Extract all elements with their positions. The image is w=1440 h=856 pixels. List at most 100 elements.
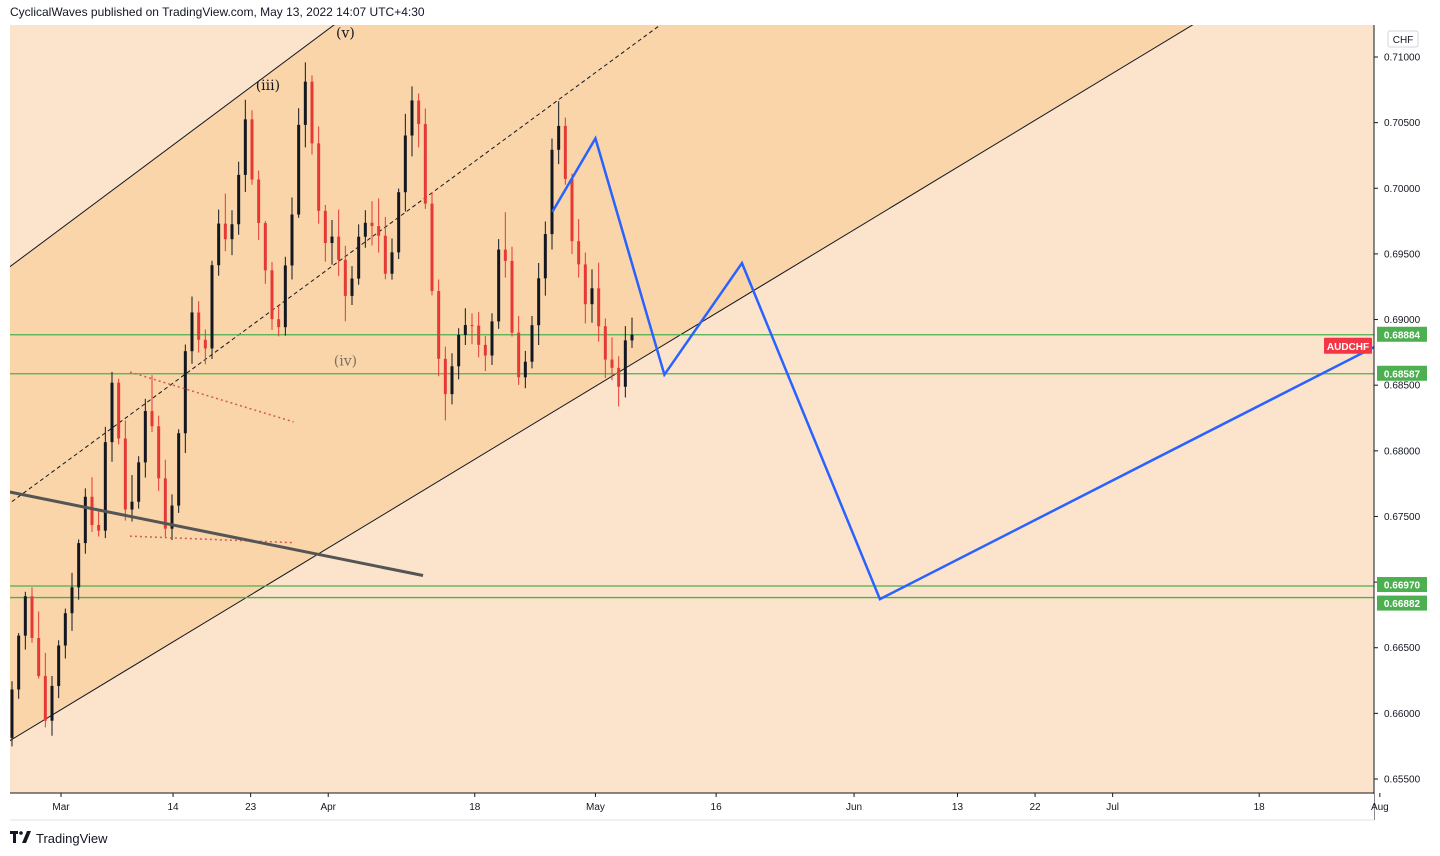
candle	[183, 344, 187, 454]
candle	[603, 318, 607, 378]
x-tick-label: 14	[167, 802, 179, 813]
candle	[110, 372, 114, 462]
symbol-label: AUDCHF	[1327, 342, 1369, 353]
candle	[250, 110, 254, 185]
candle	[557, 101, 561, 165]
candle	[130, 474, 134, 522]
candle	[443, 346, 447, 421]
trendline[interactable]	[1, 490, 424, 577]
candle	[57, 640, 61, 699]
candle	[470, 313, 474, 345]
candle	[223, 193, 227, 252]
candle	[143, 398, 147, 478]
candles	[10, 62, 634, 747]
currency-label: CHF	[1393, 35, 1414, 46]
candle	[210, 260, 214, 360]
x-tick-label: Jun	[846, 802, 862, 813]
price-level-label: 0.68884	[1384, 330, 1421, 341]
time-axis[interactable]	[10, 794, 1374, 820]
price-level-label: 0.66882	[1384, 599, 1421, 610]
candle	[83, 488, 87, 554]
candle	[330, 220, 334, 265]
candle	[490, 313, 494, 365]
candle	[190, 296, 194, 364]
candle	[117, 378, 121, 445]
wave-labels: (iii) (v) (iv)	[256, 25, 357, 369]
candle	[563, 117, 567, 185]
x-tick-label: 23	[245, 802, 257, 813]
y-tick-label: 0.70500	[1384, 118, 1421, 129]
publisher-header: CyclicalWaves published on TradingView.c…	[10, 5, 425, 19]
price-axis[interactable]	[1374, 25, 1440, 793]
candle	[63, 608, 67, 659]
candle	[430, 191, 434, 296]
candle	[483, 335, 487, 372]
x-tick-label: Aug	[1371, 802, 1389, 813]
candle	[383, 216, 387, 280]
wave-label: (v)	[336, 25, 355, 41]
candle	[523, 350, 527, 389]
candle	[277, 305, 281, 337]
candle	[23, 591, 27, 650]
candle	[197, 301, 201, 353]
candle	[437, 279, 441, 377]
candle	[337, 209, 341, 277]
candle	[10, 681, 14, 747]
candle	[283, 256, 287, 336]
candle	[477, 311, 481, 358]
channel-upper-line[interactable]	[1, 0, 423, 274]
currency-box	[1387, 30, 1419, 48]
x-tick-label: 22	[1029, 802, 1041, 813]
price-level-label: 0.66970	[1384, 581, 1421, 592]
candle	[123, 420, 127, 521]
candle	[343, 245, 347, 322]
candle	[583, 252, 587, 324]
candle	[370, 201, 374, 246]
candle	[157, 415, 161, 491]
price-level-tag: 0.68884	[1377, 326, 1427, 342]
y-tick-label: 0.69500	[1384, 249, 1421, 260]
candle	[90, 477, 94, 533]
x-tick-label: 13	[952, 802, 964, 813]
candle	[537, 262, 541, 346]
candle	[243, 99, 247, 192]
channel-middle-line[interactable]	[1, 0, 751, 510]
wave-projection[interactable]	[551, 135, 1440, 601]
candle	[290, 197, 294, 280]
y-tick-label: 0.68500	[1384, 381, 1421, 392]
y-tick-label: 0.71000	[1384, 53, 1421, 64]
candle	[50, 675, 54, 736]
footer-brand[interactable]: TradingView	[10, 828, 108, 848]
x-axis-ticks: Mar1423Apr18May16Jun1322Jul18Aug15	[52, 793, 1389, 813]
symbol-badge[interactable]: AUDCHF	[1324, 337, 1372, 354]
price-level-tag: 0.68587	[1377, 365, 1427, 381]
candle	[423, 108, 427, 209]
candle	[310, 75, 314, 155]
candle	[77, 539, 81, 600]
candle	[597, 262, 601, 342]
y-tick-label: 0.65500	[1384, 775, 1421, 786]
candle	[317, 126, 321, 224]
candle	[497, 239, 501, 329]
candle	[150, 375, 154, 433]
candle	[103, 426, 107, 539]
channel-lower-line[interactable]	[1, 0, 1303, 746]
candle	[363, 210, 367, 248]
y-axis-ticks: 0.71000 0.70500 0.70000 0.69500 0.69000 0.685…	[1374, 53, 1421, 786]
candle	[417, 93, 421, 148]
candle	[270, 262, 274, 330]
candle	[170, 494, 174, 540]
triangle-upper-line[interactable]	[129, 371, 294, 423]
candle	[577, 219, 581, 278]
y-tick-label: 0.68000	[1384, 446, 1421, 457]
triangle-lower-line[interactable]	[129, 535, 294, 544]
candle	[450, 353, 454, 405]
candle	[303, 62, 307, 148]
candle	[323, 204, 327, 262]
candle	[530, 316, 534, 369]
price-level-tags: 0.68884 0.68587 0.66970 0.66882	[1377, 326, 1427, 611]
candle	[43, 652, 47, 728]
candle	[263, 220, 267, 284]
x-tick-label: 18	[1254, 802, 1266, 813]
